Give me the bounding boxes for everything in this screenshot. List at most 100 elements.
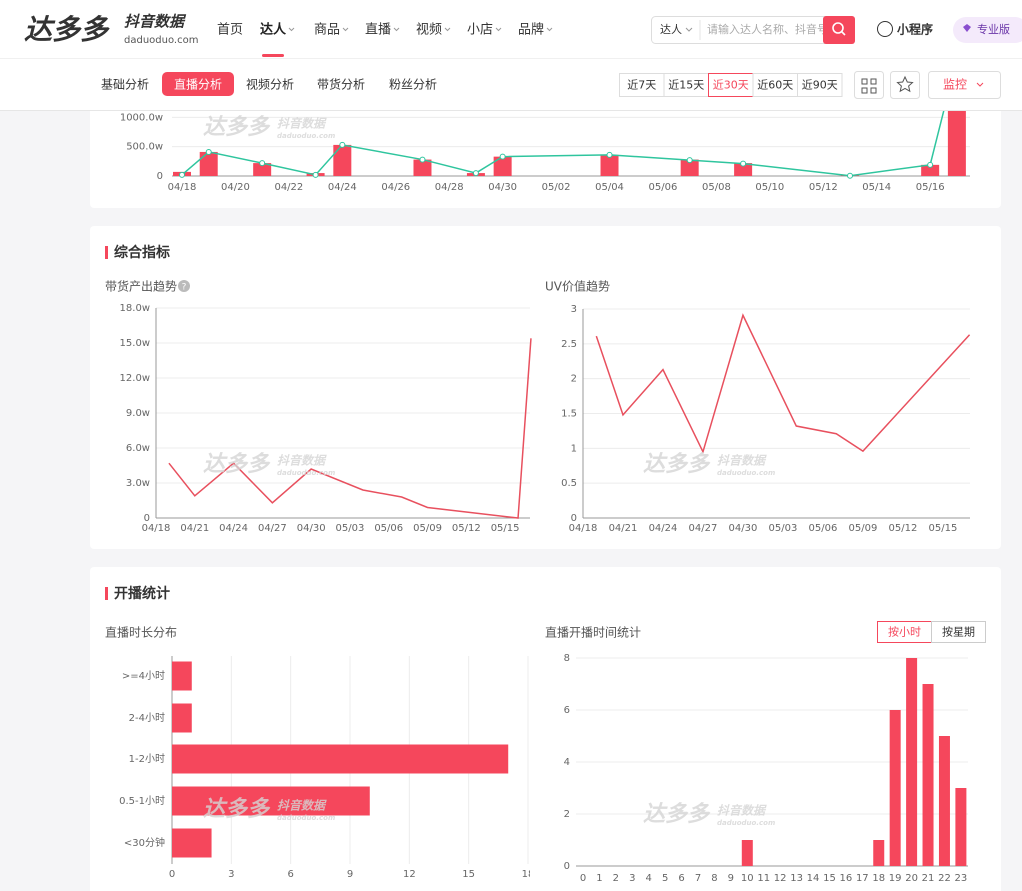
- x-tick-label: 05/06: [649, 182, 678, 193]
- y-tick-label: 2: [564, 809, 570, 820]
- mini-icon: [877, 21, 893, 37]
- tab[interactable]: 视频分析: [246, 77, 294, 92]
- chevron: [685, 27, 693, 32]
- nav-item[interactable]: 商品: [314, 23, 340, 38]
- nav-item[interactable]: 品牌: [518, 22, 544, 38]
- x-tick-label: 04/26: [381, 182, 410, 193]
- x-tick-label: 13: [790, 873, 803, 884]
- toggle-label[interactable]: 按星期: [942, 625, 975, 639]
- pro-label[interactable]: 专业版: [977, 22, 1010, 36]
- nav-item[interactable]: 直播: [365, 23, 391, 38]
- search-scope[interactable]: 达人: [660, 23, 682, 36]
- nav-item[interactable]: 视频: [416, 23, 442, 38]
- panel: [90, 226, 1001, 549]
- toggle-button[interactable]: [931, 621, 986, 643]
- section-title: 综合指标: [114, 244, 170, 261]
- nav-item[interactable]: 首页: [217, 23, 243, 38]
- live-trend-chart: 0 500.0w 1000.0w 04/18 04/20 04/22 04/24 04/26 0…: [120, 110, 970, 193]
- watermark: daduoduo.com: [277, 469, 335, 477]
- monitor-button[interactable]: [928, 71, 1001, 99]
- x-tick-label: 05/08: [702, 182, 731, 193]
- y-tick-label: 6: [564, 705, 570, 716]
- tab[interactable]: 粉丝分析: [389, 78, 437, 92]
- x-tick-label: 5: [662, 873, 668, 884]
- bar: [600, 154, 619, 176]
- tab-active: [162, 72, 234, 96]
- x-tick-label: 04/20: [221, 182, 250, 193]
- bar: [921, 164, 940, 176]
- x-tick-label: 04/28: [435, 182, 464, 193]
- bar: [172, 661, 192, 691]
- range-label[interactable]: 近15天: [668, 79, 704, 92]
- range-button[interactable]: [797, 73, 843, 97]
- logo[interactable]: 达多多: [24, 13, 110, 46]
- nav-item[interactable]: 小店: [467, 23, 493, 38]
- help-icon[interactable]: [178, 280, 190, 292]
- x-tick-label: 05/16: [916, 182, 945, 193]
- range-label[interactable]: 近90天: [802, 79, 838, 92]
- range-label[interactable]: 近7天: [627, 79, 656, 92]
- tab[interactable]: 带货分析: [317, 77, 365, 92]
- point: [472, 170, 479, 177]
- y-tick-label: 0.5-1小时: [119, 795, 165, 807]
- logo-domain[interactable]: daduoduo.com: [124, 35, 198, 46]
- x-tick-label: 05/14: [862, 182, 891, 193]
- y-tick-label: 2: [571, 374, 577, 385]
- search-button[interactable]: [823, 16, 855, 44]
- chevron: [546, 27, 553, 32]
- toggle: 按小时 按星期: [877, 621, 986, 643]
- x-tick-label: 05/10: [755, 182, 784, 193]
- tab[interactable]: 直播分析: [174, 78, 222, 92]
- monitor-label[interactable]: 监控: [943, 78, 967, 92]
- qr-button[interactable]: [854, 71, 884, 99]
- x-tick-label: 04/24: [649, 523, 678, 534]
- bar: [947, 110, 966, 176]
- chart-title: 带货产出趋势: [105, 279, 177, 294]
- chevron: [976, 82, 984, 87]
- panel: [90, 567, 1001, 891]
- y-tick-label: 1: [571, 443, 577, 454]
- watermark: 达多多: [643, 452, 711, 477]
- search-input[interactable]: 请输入达人名称、抖音号: [707, 22, 828, 36]
- chevron: [444, 27, 451, 32]
- x-tick-label: 05/04: [595, 182, 624, 193]
- bar: [493, 156, 512, 176]
- x-tick-label: 9: [347, 869, 353, 880]
- x-tick-label: 8: [711, 873, 717, 884]
- point: [606, 151, 613, 158]
- y-tick-label: 12.0w: [120, 373, 150, 384]
- x-tick-label: 04/18: [142, 523, 171, 534]
- star-button[interactable]: [890, 71, 920, 99]
- range-label[interactable]: 近30天: [713, 79, 749, 92]
- pro-badge[interactable]: [953, 17, 1022, 43]
- section-title: 开播统计: [114, 585, 170, 602]
- x-tick-label: 15: [823, 873, 836, 884]
- point: [339, 141, 346, 148]
- y-tick-label: 0.5: [561, 478, 577, 489]
- bar: [253, 163, 272, 176]
- range-label[interactable]: 近60天: [757, 79, 793, 92]
- chevron: [288, 27, 295, 32]
- x-tick-label: 6: [287, 869, 293, 880]
- point: [179, 171, 185, 178]
- x-tick-label: 14: [807, 873, 820, 884]
- chart-title: 直播开播时间统计: [545, 626, 641, 640]
- point: [259, 160, 266, 167]
- x-tick-label: 04/27: [258, 523, 287, 534]
- help-text[interactable]: ?: [182, 283, 187, 293]
- watermark: 达多多: [203, 452, 271, 477]
- toggle-label[interactable]: 按小时: [888, 625, 921, 639]
- x-tick-label: 10: [741, 873, 754, 884]
- nav-item[interactable]: 达人: [260, 22, 287, 38]
- line: [595, 313, 971, 454]
- y-tick-label: 1.5: [561, 409, 577, 420]
- bar: [172, 828, 212, 858]
- chevron: [342, 27, 349, 32]
- point: [686, 157, 693, 164]
- logo-sub[interactable]: 抖音数据: [124, 13, 187, 31]
- x-tick-label: 15: [462, 869, 475, 880]
- tab[interactable]: 基础分析: [101, 78, 149, 92]
- mini-program[interactable]: 小程序: [897, 22, 933, 37]
